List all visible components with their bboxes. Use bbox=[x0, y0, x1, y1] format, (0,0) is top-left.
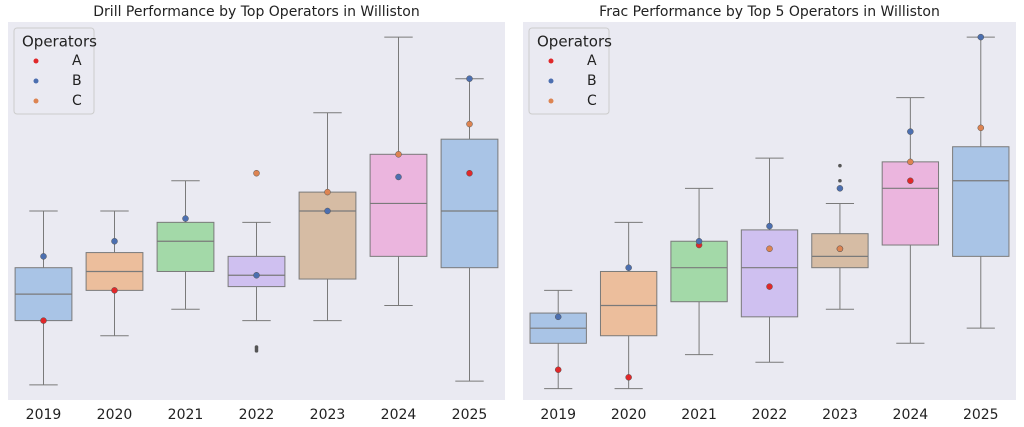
legend-marker bbox=[33, 78, 39, 84]
flier bbox=[838, 178, 842, 183]
legend-label: C bbox=[587, 93, 597, 109]
box bbox=[440, 138, 499, 269]
point bbox=[182, 215, 189, 222]
box bbox=[599, 270, 658, 337]
x-tick-label: 2021 bbox=[681, 407, 717, 423]
point bbox=[40, 253, 47, 260]
x-tick-label: 2023 bbox=[310, 407, 346, 423]
x-tick-label: 2024 bbox=[893, 407, 929, 423]
point bbox=[907, 158, 914, 166]
x-tick-label: 2019 bbox=[540, 407, 576, 423]
legend-label: A bbox=[587, 53, 597, 69]
point bbox=[554, 313, 562, 321]
legend-marker bbox=[548, 98, 554, 104]
box bbox=[298, 191, 357, 280]
legend-marker bbox=[548, 78, 554, 84]
box bbox=[156, 221, 215, 272]
point bbox=[766, 222, 773, 230]
x-tick-label: 2025 bbox=[963, 407, 999, 423]
point bbox=[977, 124, 985, 132]
legend-box bbox=[528, 27, 610, 115]
legend-title: Operators bbox=[537, 33, 612, 51]
x-tick-label: 2023 bbox=[822, 407, 858, 423]
box bbox=[952, 146, 1010, 257]
point bbox=[836, 185, 844, 192]
box bbox=[670, 240, 728, 303]
x-tick-label: 2020 bbox=[97, 407, 133, 423]
point bbox=[111, 287, 118, 294]
legend-box bbox=[13, 27, 95, 115]
flier bbox=[254, 349, 259, 353]
point bbox=[111, 237, 118, 245]
box bbox=[369, 153, 428, 257]
x-tick-label: 2021 bbox=[168, 407, 204, 423]
legend-label: A bbox=[72, 53, 82, 69]
point bbox=[554, 366, 562, 374]
x-tick-label: 2019 bbox=[26, 407, 62, 423]
x-tick-label: 2022 bbox=[239, 407, 275, 423]
box bbox=[881, 161, 940, 246]
point bbox=[324, 188, 331, 196]
point bbox=[766, 283, 773, 290]
point bbox=[40, 317, 47, 324]
point bbox=[395, 151, 402, 158]
x-tick-label: 2022 bbox=[752, 407, 788, 423]
point bbox=[466, 120, 473, 128]
point bbox=[695, 237, 703, 245]
point bbox=[625, 264, 632, 271]
legend-label: B bbox=[587, 73, 597, 89]
flier bbox=[838, 163, 842, 168]
x-tick-label: 2020 bbox=[611, 407, 647, 423]
chart-title: Drill Performance by Top Operators in Wi… bbox=[93, 4, 419, 20]
legend-title: Operators bbox=[22, 33, 97, 51]
point bbox=[253, 272, 260, 279]
point bbox=[907, 177, 914, 185]
legend-marker bbox=[33, 98, 39, 104]
point bbox=[466, 75, 473, 82]
box bbox=[740, 229, 799, 318]
point bbox=[836, 245, 844, 253]
legend-label: B bbox=[72, 73, 82, 89]
point bbox=[907, 128, 914, 135]
box bbox=[227, 255, 286, 288]
point bbox=[466, 169, 473, 177]
point bbox=[977, 33, 985, 41]
legend-label: C bbox=[72, 93, 82, 109]
point bbox=[395, 173, 402, 181]
point bbox=[253, 169, 260, 177]
legend-marker bbox=[548, 58, 554, 64]
x-tick-label: 2025 bbox=[452, 407, 488, 423]
x-tick-label: 2024 bbox=[381, 407, 417, 423]
point bbox=[625, 374, 632, 381]
chart-title: Frac Performance by Top 5 Operators in W… bbox=[599, 4, 940, 20]
legend-marker bbox=[33, 58, 39, 64]
point bbox=[766, 245, 773, 253]
point bbox=[324, 207, 331, 215]
